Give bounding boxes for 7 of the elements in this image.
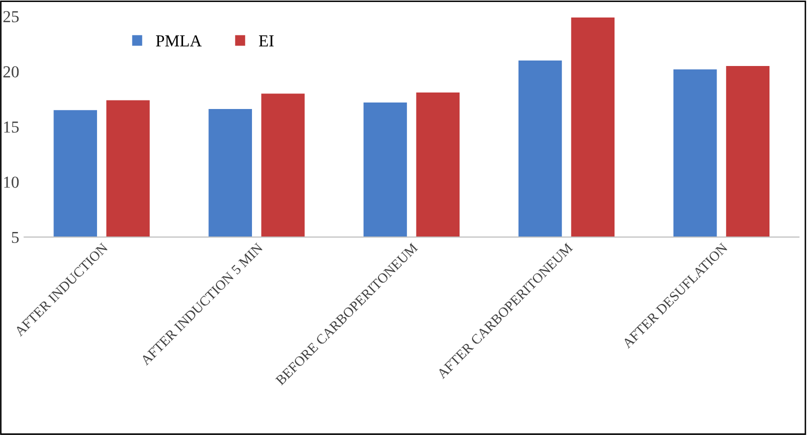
legend-label: EI [258,35,274,46]
y-tick-label: 25 [3,11,19,22]
legend-label: PMLA [156,35,202,46]
y-tick-label: 20 [3,66,19,78]
y-tick-label: 10 [4,176,19,188]
y-tick-label: 15 [4,122,19,133]
y-tick-label: 5 [12,232,19,244]
